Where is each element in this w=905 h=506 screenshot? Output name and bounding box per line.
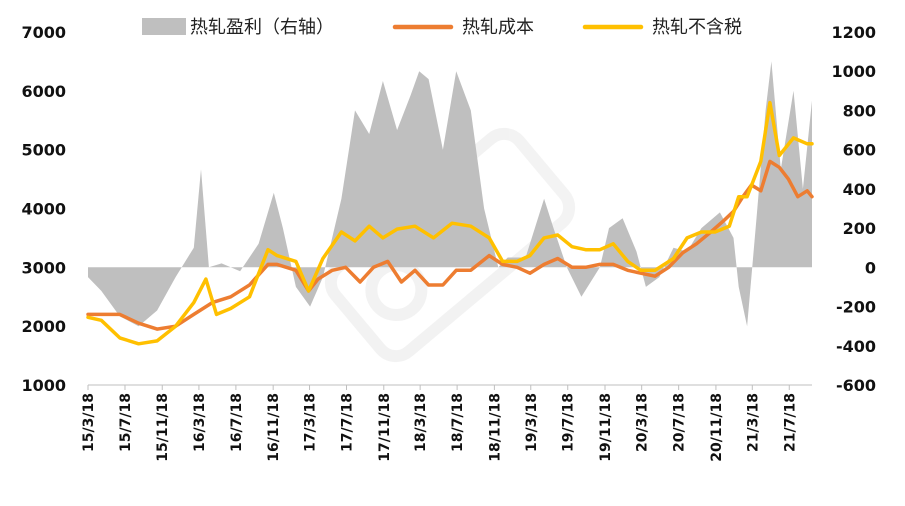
left-axis-tick-label: 7000: [21, 23, 66, 42]
right-axis-tick-label: -400: [836, 337, 876, 356]
legend-swatch-area: [142, 18, 186, 35]
x-axis-tick-label: 16/11/18: [266, 393, 282, 462]
x-axis-tick-label: 16/7/18: [229, 393, 245, 452]
x-axis-tick-label: 15/3/18: [81, 393, 97, 452]
x-axis-tick-label: 18/11/18: [487, 393, 503, 462]
x-axis-tick-label: 15/11/18: [155, 393, 171, 462]
x-axis-tick-label: 19/7/18: [561, 393, 577, 452]
right-axis-tick-label: 200: [843, 219, 876, 238]
profit-area-layer: [88, 61, 812, 327]
left-axis-tick-label: 4000: [21, 200, 66, 219]
right-axis-tick-label: 1200: [831, 23, 876, 42]
x-axis-tick-label: 16/3/18: [192, 393, 208, 452]
x-axis-tick-label: 15/7/18: [118, 393, 134, 452]
x-axis-tick-label: 18/3/18: [413, 393, 429, 452]
right-axis-tick-label: 1000: [831, 62, 876, 81]
legend-label: 热轧盈利（右轴）: [190, 17, 334, 38]
x-axis-tick-label: 18/7/18: [450, 393, 466, 452]
left-axis-tick-label: 6000: [21, 82, 66, 101]
right-axis-tick-label: -600: [836, 376, 876, 395]
chart-legend: 热轧盈利（右轴） 热轧成本 热轧不含税: [142, 17, 742, 38]
legend-label: 热轧成本: [462, 17, 534, 38]
x-axis-tick-label: 19/3/18: [524, 393, 540, 452]
left-axis-tick-label: 5000: [21, 141, 66, 160]
axes-layer: 1000200030004000500060007000-600-400-200…: [21, 23, 876, 462]
series-line-2: [86, 100, 814, 346]
legend-label: 热轧不含税: [652, 17, 742, 38]
left-axis-tick-label: 2000: [21, 317, 66, 336]
x-axis-tick-label: 21/3/18: [745, 393, 761, 452]
series-profit-area: [88, 61, 812, 327]
right-axis-tick-label: -200: [836, 298, 876, 317]
right-axis-tick-label: 400: [843, 180, 876, 199]
right-axis-tick-label: 800: [843, 101, 876, 120]
x-axis-tick-label: 20/3/18: [635, 393, 651, 452]
x-axis-tick-label: 20/11/18: [709, 393, 725, 462]
x-axis-tick-label: 21/7/18: [782, 393, 798, 452]
right-axis-tick-label: 0: [865, 258, 876, 277]
left-axis-tick-label: 1000: [21, 376, 66, 395]
price-lines-layer: [86, 100, 814, 346]
x-axis-tick-label: 19/11/18: [598, 393, 614, 462]
x-axis-tick-label: 17/7/18: [340, 393, 356, 452]
x-axis-tick-label: 20/7/18: [672, 393, 688, 452]
right-axis-tick-label: 600: [843, 141, 876, 160]
left-axis-tick-label: 3000: [21, 258, 66, 277]
x-axis-tick-label: 17/11/18: [377, 393, 393, 462]
x-axis-tick-label: 17/3/18: [303, 393, 319, 452]
